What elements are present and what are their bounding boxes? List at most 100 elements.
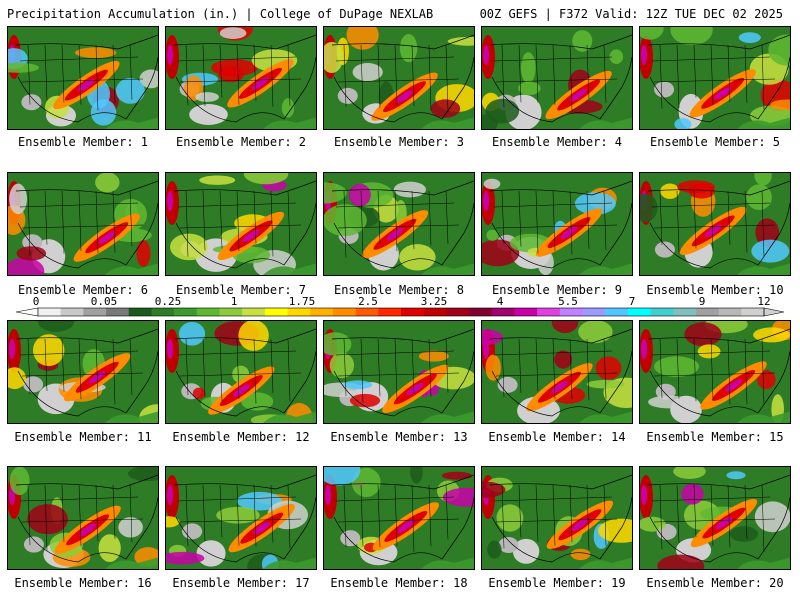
colorbar-segment bbox=[446, 308, 470, 316]
colorbar-tick-label: 0.25 bbox=[155, 296, 182, 308]
colorbar-segment bbox=[718, 308, 742, 316]
colorbar-segment bbox=[582, 308, 606, 316]
ensemble-member-label: Ensemble Member: 19 bbox=[488, 576, 626, 590]
precipitation-map-image bbox=[8, 173, 158, 275]
ensemble-member-label: Ensemble Member: 10 bbox=[646, 283, 784, 297]
colorbar-segment bbox=[151, 308, 175, 316]
colorbar-tick-label: 3.25 bbox=[421, 296, 448, 308]
precipitation-map-image bbox=[166, 321, 316, 423]
precipitation-map-image bbox=[166, 467, 316, 569]
ensemble-member-map bbox=[165, 172, 317, 276]
colorbar-tick-label: 7 bbox=[629, 296, 636, 308]
ensemble-member-label: Ensemble Member: 6 bbox=[17, 283, 149, 297]
precipitation-map-image bbox=[166, 173, 316, 275]
precipitation-map-image bbox=[640, 467, 790, 569]
colorbar-segment bbox=[378, 308, 402, 316]
ensemble-member-map bbox=[639, 26, 791, 130]
colorbar-tick-label: 4 bbox=[497, 296, 504, 308]
ensemble-member-label: Ensemble Member: 9 bbox=[491, 283, 623, 297]
ensemble-member-map bbox=[639, 466, 791, 570]
ensemble-member-label: Ensemble Member: 7 bbox=[175, 283, 307, 297]
colorbar-segment bbox=[242, 308, 266, 316]
colorbar-tick-label: 5.5 bbox=[558, 296, 578, 308]
ensemble-member-map bbox=[165, 466, 317, 570]
colorbar-tick-label: 2.5 bbox=[358, 296, 378, 308]
colorbar-segment bbox=[174, 308, 198, 316]
ensemble-member-label: Ensemble Member: 14 bbox=[488, 430, 626, 444]
precipitation-map-image bbox=[324, 467, 474, 569]
ensemble-member-map bbox=[7, 466, 159, 570]
colorbar-min-arrow bbox=[15, 307, 39, 317]
colorbar-segment bbox=[741, 308, 765, 316]
ensemble-member-label: Ensemble Member: 16 bbox=[14, 576, 152, 590]
ensemble-member-map bbox=[481, 26, 633, 130]
ensemble-member-label: Ensemble Member: 13 bbox=[330, 430, 468, 444]
ensemble-member-label: Ensemble Member: 18 bbox=[330, 576, 468, 590]
ensemble-member-label: Ensemble Member: 2 bbox=[175, 135, 307, 149]
precipitation-map-image bbox=[640, 321, 790, 423]
colorbar-tick-label: 0 bbox=[33, 296, 40, 308]
colorbar-segment bbox=[310, 308, 334, 316]
ensemble-member-label: Ensemble Member: 8 bbox=[333, 283, 465, 297]
ensemble-member-map bbox=[481, 466, 633, 570]
ensemble-member-map bbox=[7, 172, 159, 276]
precipitation-map-image bbox=[482, 27, 632, 129]
ensemble-member-label: Ensemble Member: 12 bbox=[172, 430, 310, 444]
colorbar-segment bbox=[627, 308, 651, 316]
colorbar-tick-label: 12 bbox=[757, 296, 770, 308]
colorbar-segment bbox=[287, 308, 311, 316]
colorbar-segment bbox=[673, 308, 697, 316]
precipitation-map-image bbox=[482, 321, 632, 423]
colorbar-max-arrow bbox=[763, 307, 785, 317]
colorbar-segment bbox=[559, 308, 583, 316]
colorbar-segment bbox=[605, 308, 629, 316]
ensemble-member-map bbox=[323, 172, 475, 276]
colorbar-segment bbox=[60, 308, 84, 316]
colorbar-tick-label: 9 bbox=[699, 296, 706, 308]
ensemble-member-label: Ensemble Member: 4 bbox=[491, 135, 623, 149]
colorbar-segment bbox=[332, 308, 356, 316]
colorbar-segment bbox=[401, 308, 424, 316]
ensemble-member-label: Ensemble Member: 5 bbox=[649, 135, 781, 149]
ensemble-member-map bbox=[7, 26, 159, 130]
colorbar-segment bbox=[83, 308, 107, 316]
colorbar-segment bbox=[514, 308, 538, 316]
precipitation-map-image bbox=[482, 467, 632, 569]
ensemble-member-map bbox=[481, 320, 633, 424]
ensemble-member-label: Ensemble Member: 3 bbox=[333, 135, 465, 149]
colorbar-segment bbox=[128, 308, 152, 316]
ensemble-member-map bbox=[639, 320, 791, 424]
colorbar-segment bbox=[491, 308, 515, 316]
ensemble-member-label: Ensemble Member: 15 bbox=[646, 430, 784, 444]
precipitation-map-image bbox=[8, 321, 158, 423]
precipitation-map-image bbox=[166, 27, 316, 129]
ensemble-member-label: Ensemble Member: 17 bbox=[172, 576, 310, 590]
colorbar-segment bbox=[537, 308, 561, 316]
ensemble-member-label: Ensemble Member: 1 bbox=[17, 135, 149, 149]
precipitation-colorbar: 0 0.05 0.25 1 1.75 2.5 3.25 4 5.5 7 9 12 bbox=[15, 296, 785, 317]
colorbar-segment bbox=[423, 308, 447, 316]
colorbar-segment bbox=[38, 308, 61, 316]
ensemble-member-map bbox=[639, 172, 791, 276]
colorbar-segment bbox=[355, 308, 379, 316]
precipitation-map-image bbox=[482, 173, 632, 275]
colorbar-outline bbox=[37, 307, 765, 317]
colorbar-segment bbox=[196, 308, 220, 316]
colorbar-segment bbox=[650, 308, 674, 316]
ensemble-member-map bbox=[481, 172, 633, 276]
ensemble-member-map bbox=[7, 320, 159, 424]
precipitation-map-image bbox=[640, 27, 790, 129]
colorbar-segment bbox=[264, 308, 288, 316]
chart-title: Precipitation Accumulation (in.) | Colle… bbox=[7, 7, 434, 21]
precipitation-map-image bbox=[324, 27, 474, 129]
ensemble-member-map bbox=[323, 320, 475, 424]
ensemble-member-label: Ensemble Member: 11 bbox=[14, 430, 152, 444]
colorbar-segment bbox=[469, 308, 493, 316]
colorbar-tick-label: 1 bbox=[231, 296, 238, 308]
ensemble-member-map bbox=[165, 26, 317, 130]
ensemble-member-map bbox=[323, 26, 475, 130]
colorbar-tick-label: 0.05 bbox=[91, 296, 118, 308]
precipitation-map-image bbox=[8, 467, 158, 569]
ensemble-member-label: Ensemble Member: 20 bbox=[646, 576, 784, 590]
colorbar-segment bbox=[219, 308, 243, 316]
